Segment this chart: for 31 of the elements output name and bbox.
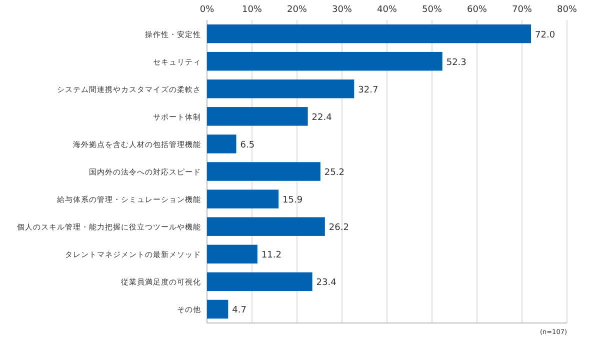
bar (207, 80, 354, 98)
bar (207, 244, 258, 264)
data-label: 11.2 (261, 250, 282, 261)
data-label: 4.7 (232, 306, 246, 316)
data-label: 25.2 (324, 168, 344, 178)
x-tick-label: 20% (286, 5, 308, 15)
bar (207, 134, 236, 154)
data-label: 26.2 (328, 223, 349, 234)
data-label: 72.0 (535, 30, 556, 40)
bar (207, 300, 228, 319)
data-label: 52.3 (446, 58, 466, 68)
x-tick-label: 60% (466, 5, 488, 15)
x-tick-label: 30% (332, 5, 352, 15)
data-label: 6.5 (240, 140, 255, 150)
x-tick-label: 0% (200, 5, 215, 15)
bar (207, 272, 312, 292)
data-label: 23.4 (316, 278, 337, 288)
x-tick-label: 70% (512, 5, 532, 15)
x-tick-label: 50% (422, 5, 442, 15)
data-label: 15.9 (282, 196, 303, 206)
x-tick-label: 80% (556, 5, 578, 15)
bar (207, 162, 320, 181)
bar (207, 217, 325, 236)
bar (207, 107, 308, 126)
x-tick-label: 40% (376, 5, 398, 15)
bar (207, 190, 279, 208)
data-label: 22.4 (312, 112, 332, 123)
data-label: 32.7 (358, 85, 378, 96)
x-tick-label: 10% (242, 5, 262, 15)
bar (207, 24, 531, 44)
bar (207, 52, 442, 71)
